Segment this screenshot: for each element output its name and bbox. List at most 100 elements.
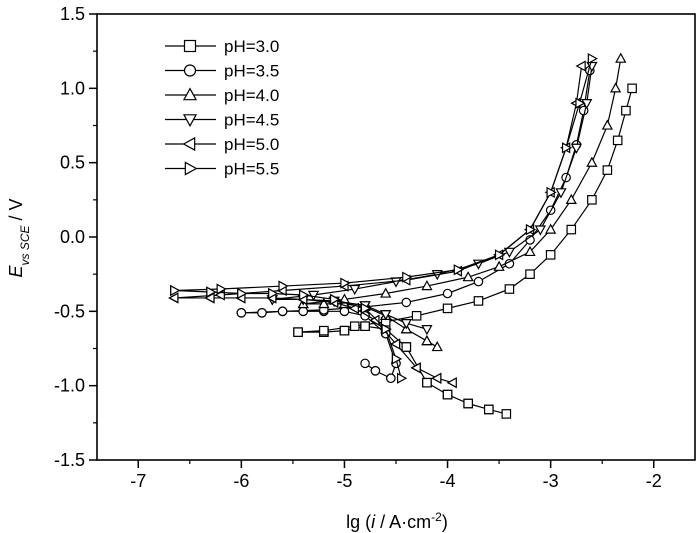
data-point: [206, 286, 217, 298]
legend-item: pH=4.0: [165, 86, 279, 105]
data-point: [182, 136, 196, 152]
data-point: [278, 280, 289, 292]
data-point: [340, 277, 351, 289]
data-point: [587, 52, 598, 65]
data-point: [462, 271, 474, 282]
y-axis-title: Evs SCE / V: [6, 198, 32, 277]
data-point: [381, 323, 392, 335]
data-point: [446, 377, 457, 389]
data-point: [421, 279, 433, 291]
y-tick-label: 0.5: [60, 153, 85, 173]
data-point: [293, 327, 303, 337]
data-point: [237, 287, 248, 300]
data-point: [442, 303, 453, 314]
data-point: [170, 284, 181, 297]
data-point: [400, 319, 412, 330]
x-tick-label: -3: [543, 471, 559, 491]
legend-item: pH=5.5: [165, 160, 279, 179]
data-point: [442, 389, 453, 400]
data-point: [396, 372, 408, 384]
data-point: [182, 87, 198, 101]
data-point: [565, 193, 577, 205]
data-point: [463, 398, 473, 409]
data-point: [183, 64, 197, 77]
data-point: [391, 353, 403, 365]
data-point: [587, 195, 597, 205]
data-point: [524, 245, 536, 257]
data-point: [360, 302, 372, 314]
data-point: [422, 377, 432, 388]
x-tick-label: -5: [336, 471, 352, 491]
data-point: [216, 283, 227, 295]
y-tick-label: -1.0: [54, 376, 85, 396]
data-point: [525, 269, 535, 279]
data-point: [339, 306, 350, 317]
data-point: [545, 223, 557, 234]
y-tick-label: 1.5: [60, 4, 85, 24]
data-point: [421, 334, 433, 346]
data-point: [183, 39, 197, 53]
data-point: [612, 135, 623, 146]
y-tick-label: 0.0: [60, 227, 85, 247]
data-point: [494, 249, 506, 261]
legend-item: pH=3.0: [165, 37, 279, 56]
y-tick-label: -0.5: [54, 301, 85, 321]
data-point: [339, 325, 350, 336]
data-point: [386, 373, 396, 384]
data-point: [410, 362, 421, 374]
data-point: [182, 114, 198, 128]
data-point: [370, 365, 381, 376]
data-point: [503, 247, 516, 258]
data-point: [546, 186, 557, 199]
data-point: [431, 372, 442, 384]
data-point: [504, 284, 515, 294]
legend-item: pH=4.5: [165, 111, 279, 130]
series-line: [174, 58, 593, 379]
x-tick-label: -7: [130, 471, 146, 491]
data-point: [525, 223, 537, 236]
legend-label: pH=5.5: [224, 160, 279, 179]
x-axis-title: lg (i / A·cm-2): [346, 510, 448, 532]
data-point: [319, 325, 329, 336]
legend-item: pH=5.0: [165, 135, 279, 154]
data-point: [380, 310, 392, 321]
legend-label: pH=5.0: [224, 135, 279, 154]
data-point: [401, 297, 412, 308]
x-axis: -7 -6 -5 -4 -3 -2: [130, 460, 662, 491]
plot-frame: [96, 13, 696, 461]
series-ph-5-5: [170, 52, 598, 384]
data-point: [268, 287, 279, 300]
data-point: [402, 271, 413, 283]
data-point: [299, 289, 310, 301]
data-point: [360, 358, 370, 369]
legend-label: pH=3.5: [224, 62, 279, 81]
x-tick-label: -6: [233, 471, 249, 491]
data-point: [236, 308, 247, 318]
data-point: [561, 142, 573, 154]
data-point: [601, 119, 613, 130]
data-point: [566, 224, 577, 235]
data-point: [442, 288, 453, 299]
data-point: [570, 143, 583, 154]
data-point: [473, 296, 484, 306]
y-tick-label: 1.0: [60, 78, 85, 98]
legend: pH=3.0 pH=3.5 pH=4.0 pH=4.5 pH=5.0 pH=5.5: [165, 37, 279, 179]
y-axis: -1.5 -1.0 -0.5 0.0 0.5 1.0 1.5: [54, 4, 97, 470]
data-point: [483, 404, 494, 415]
data-point: [493, 260, 505, 271]
data-point: [575, 97, 586, 109]
data-point: [627, 83, 637, 94]
data-point: [501, 409, 512, 419]
legend-label: pH=3.0: [224, 37, 279, 56]
data-point: [421, 325, 433, 336]
data-point: [360, 321, 370, 331]
data-point: [349, 321, 360, 331]
data-point: [431, 340, 443, 352]
data-point: [318, 297, 330, 309]
series-ph-3-0: [293, 83, 637, 419]
data-point: [257, 308, 267, 318]
y-tick-label: -1.5: [54, 450, 85, 470]
plot-area: [168, 52, 637, 419]
data-point: [329, 293, 341, 306]
